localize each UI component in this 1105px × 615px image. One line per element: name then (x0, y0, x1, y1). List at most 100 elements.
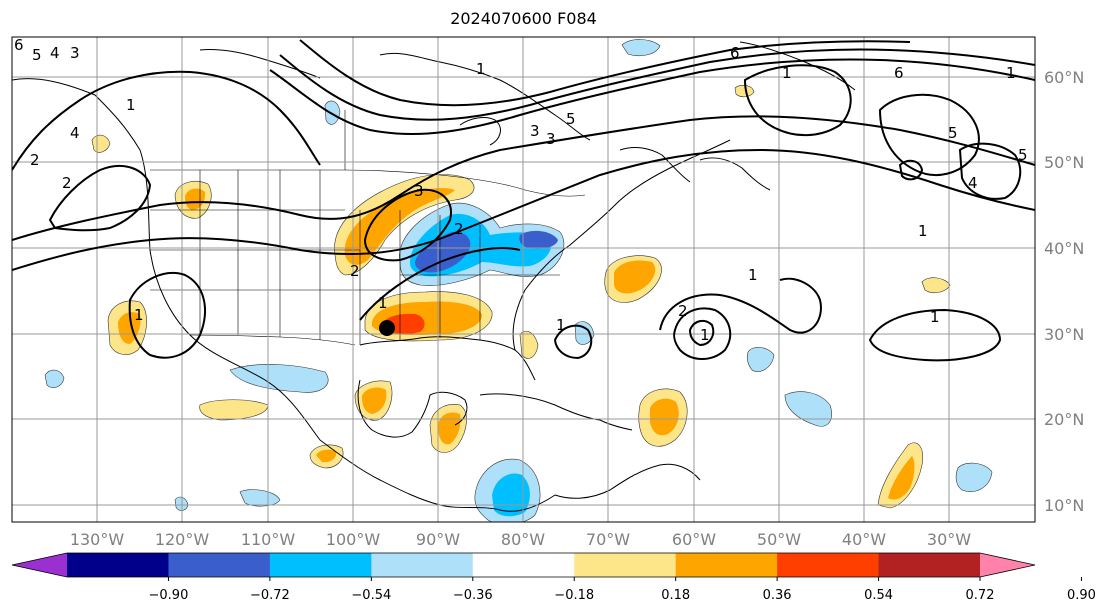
contour-label: 6 (894, 64, 904, 82)
contour-label: 3 (530, 122, 540, 140)
contour-line-18 (743, 64, 852, 137)
colorbar-extend-low (12, 553, 67, 577)
contour-label: 3 (546, 130, 556, 148)
storm-center-marker (379, 320, 395, 336)
colorbar-tick-label: 0.36 (763, 588, 792, 603)
hispaniola-coast (599, 419, 633, 431)
contour-labels: 6 5 4 3 1 2 2 4 3 5 3 1 6 6 5 4 5 1 2 3 … (14, 37, 1028, 344)
positive-anomaly-north-atlantic (734, 85, 755, 98)
contour-label: 1 (378, 294, 388, 312)
hudson-bay-coast (379, 52, 591, 141)
contour-label: 3 (70, 44, 80, 62)
contour-line-12 (868, 308, 1002, 362)
lon-label: 60°W (672, 530, 716, 549)
contour-line-10 (673, 307, 732, 360)
contour-label: 1 (476, 60, 486, 78)
contour-label: 4 (70, 124, 80, 142)
map-frame (11, 36, 1036, 523)
lon-label: 130°W (70, 530, 125, 549)
colorbar-segment (168, 553, 271, 577)
colorbar-tick-label: −0.36 (453, 588, 493, 603)
colorbar-tick-label: 0.90 (1067, 588, 1096, 603)
lat-label: 60°N (1044, 68, 1084, 87)
lon-label: 50°W (757, 530, 801, 549)
contour-label: 1 (134, 306, 144, 324)
lat-label: 10°N (1044, 496, 1084, 515)
contour-label: 1 (556, 316, 566, 334)
colorbar-tick-label: −0.18 (554, 588, 594, 603)
contour-label: 5 (566, 110, 576, 128)
lon-label: 110°W (241, 530, 296, 549)
contour-line-3 (269, 58, 1035, 135)
contour-label: 1 (918, 222, 928, 240)
contour-line-8 (128, 272, 206, 359)
map-title: 2024070600 F084 (450, 9, 597, 28)
colorbar-tick-label: 0.18 (661, 588, 690, 603)
contour-line-16 (878, 93, 980, 176)
colorbar-segment (67, 553, 169, 577)
longitude-labels: 130°W 120°W 110°W 100°W 90°W 80°W 70°W 6… (70, 530, 971, 549)
positive-anomaly-pacific-south (199, 399, 269, 421)
cuba-coast (479, 393, 601, 421)
contour-line-11 (688, 319, 715, 347)
negative-anomaly-central-america-core (492, 473, 530, 517)
positive-anomaly-mexico-core (316, 449, 337, 463)
colorbar-segment (472, 553, 575, 577)
contour-line-2 (12, 115, 1035, 241)
contour-label: 6 (730, 44, 740, 62)
contour-line-15 (363, 188, 452, 262)
colorbar-tick-label: −0.54 (351, 588, 391, 603)
lon-label: 70°W (586, 530, 630, 549)
negative-anomaly-east (519, 230, 558, 249)
positive-anomaly-caribbean-core (650, 398, 679, 436)
colorbar-segment (777, 553, 880, 577)
lon-label: 120°W (155, 530, 210, 549)
negative-anomaly-pacific-south (229, 364, 329, 393)
colorbar-segment (878, 553, 981, 577)
lon-label: 80°W (501, 530, 545, 549)
contour-label: 4 (50, 44, 60, 62)
contour-label: 1 (1006, 64, 1016, 82)
positive-anomaly-yucatan-core (438, 412, 461, 445)
contour-label: 5 (32, 46, 42, 64)
negative-anomaly-bahamas (574, 321, 595, 345)
contour-line-19 (898, 159, 924, 181)
lat-label: 20°N (1044, 410, 1084, 429)
positive-anomaly-east-atlantic-core (888, 456, 915, 500)
positive-anomaly-midwest-core (344, 188, 455, 265)
lat-label: 50°N (1044, 153, 1084, 172)
labrador-coast (619, 147, 691, 183)
mexico-coast (357, 379, 431, 438)
contour-line-7 (48, 165, 152, 232)
colorbar-outline (11, 552, 1036, 578)
shading-layer (44, 39, 993, 522)
negative-anomaly-greenland (621, 39, 661, 57)
contour-label: 3 (414, 182, 424, 200)
contour-label: 5 (1018, 146, 1028, 164)
positive-anomaly-florida (519, 330, 539, 359)
colorbar: −0.90 −0.72 −0.54 −0.36 −0.18 0.18 0.36 0.54 0.7… (11, 552, 1096, 603)
contour-line-13 (553, 324, 593, 360)
colorbar-tick-label: 0.54 (864, 588, 893, 603)
contour-line-4 (279, 48, 1035, 121)
arctic-coast (199, 49, 321, 79)
contour-label: 2 (454, 220, 464, 238)
negative-anomaly-atlantic-central (746, 347, 775, 372)
contour-label: 1 (700, 326, 710, 344)
contour-line-9 (659, 277, 822, 334)
graticule (12, 37, 1035, 522)
colorbar-tick-label: 0.72 (966, 588, 995, 603)
lon-label: 90°W (416, 530, 460, 549)
colorbar-tick-label: −0.72 (250, 588, 290, 603)
south-america-coast (554, 463, 701, 499)
lon-label: 30°W (927, 530, 971, 549)
lon-label: 40°W (842, 530, 886, 549)
lat-label: 40°N (1044, 239, 1084, 258)
latitude-labels: 60°N 50°N 40°N 30°N 20°N 10°N (1044, 68, 1084, 515)
colorbar-segment (574, 553, 677, 577)
contour-label: 4 (968, 174, 978, 192)
contour-line-1 (12, 148, 1035, 271)
contour-label: 1 (782, 64, 792, 82)
newfoundland-coast (699, 157, 771, 191)
